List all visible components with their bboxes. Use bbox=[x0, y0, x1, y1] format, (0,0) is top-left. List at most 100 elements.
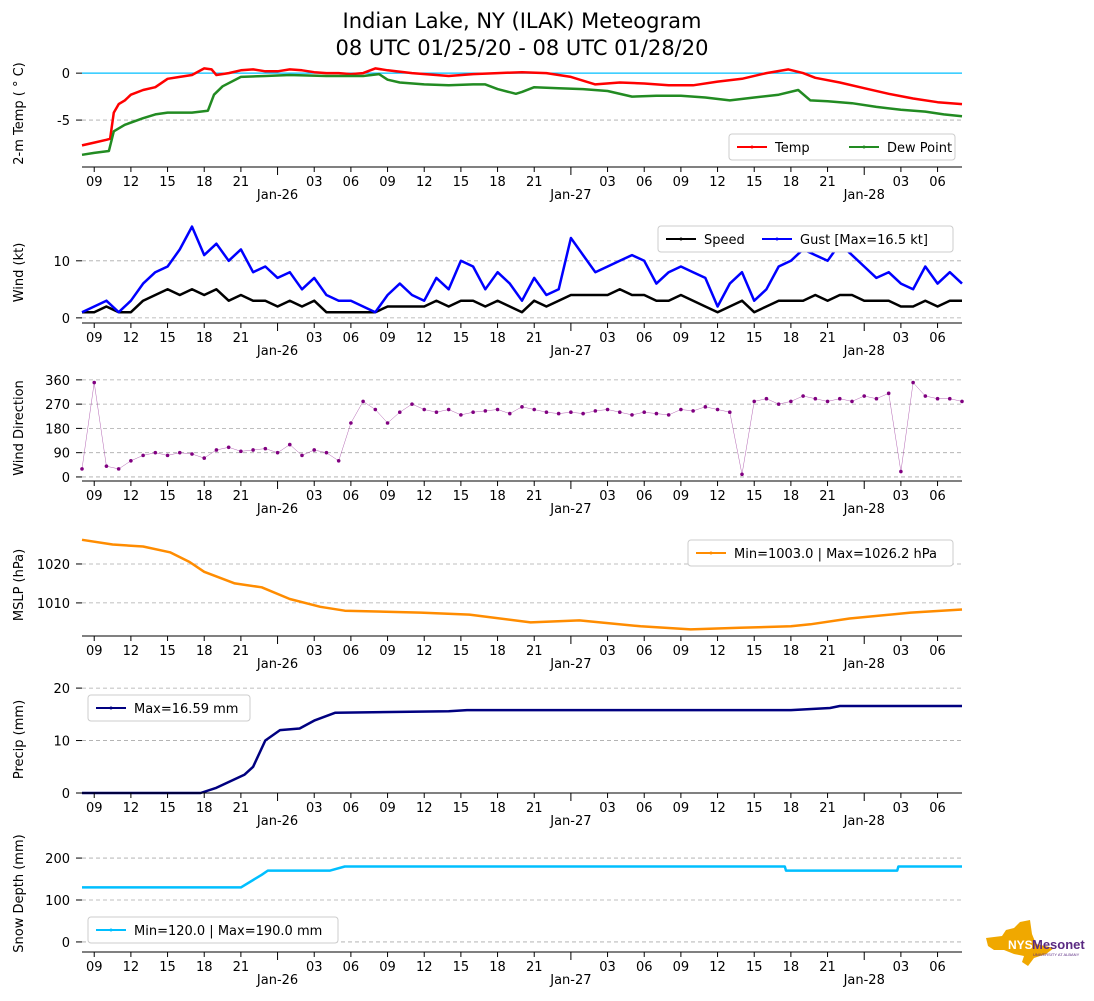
legend-marker bbox=[109, 706, 113, 710]
data-point bbox=[837, 396, 842, 401]
y-axis-label: Precip (mm) bbox=[12, 700, 27, 779]
x-tick-label: 15 bbox=[746, 960, 763, 975]
legend-marker bbox=[679, 237, 683, 241]
chart-title-line1: Indian Lake, NY (ILAK) Meteogram bbox=[343, 9, 702, 33]
x-tick-label: 21 bbox=[819, 801, 836, 816]
data-point bbox=[349, 421, 353, 425]
x-tick-label: 18 bbox=[196, 489, 213, 504]
legend-box bbox=[728, 133, 956, 161]
y-axis-label: Wind Direction bbox=[12, 380, 27, 476]
x-tick-label: 18 bbox=[489, 801, 506, 816]
x-tick-label: 12 bbox=[416, 489, 433, 504]
data-point bbox=[190, 452, 194, 456]
x-tick-label: 21 bbox=[233, 489, 250, 504]
data-point bbox=[385, 421, 390, 425]
data-point bbox=[239, 449, 243, 454]
series-line-min-1003-0-max-1026-2-hpa bbox=[81, 538, 963, 631]
data-point bbox=[459, 413, 463, 417]
y-axis-label: 2-m Temp ( ° C) bbox=[12, 62, 27, 165]
series-line-min-120-0-max-190-0-mm bbox=[82, 865, 962, 889]
x-tick-label: 18 bbox=[196, 331, 213, 346]
x-tick-label: 21 bbox=[526, 960, 543, 975]
x-date-label: Jan-28 bbox=[843, 188, 885, 203]
data-point bbox=[336, 458, 341, 463]
x-tick-label: 21 bbox=[526, 489, 543, 504]
x-tick-label: 18 bbox=[196, 801, 213, 816]
x-tick-label: 09 bbox=[86, 644, 103, 659]
data-point bbox=[935, 396, 940, 401]
x-tick-label: 03 bbox=[599, 960, 616, 975]
legend-marker bbox=[109, 928, 113, 932]
x-tick-label: 06 bbox=[343, 960, 360, 975]
legend-box bbox=[687, 539, 954, 567]
x-tick-label: 15 bbox=[159, 960, 176, 975]
x-tick-label: 03 bbox=[893, 960, 910, 975]
x-tick-label: 15 bbox=[159, 331, 176, 346]
data-point bbox=[605, 407, 610, 412]
x-tick-label: 18 bbox=[783, 489, 800, 504]
data-point bbox=[165, 453, 170, 458]
x-tick-label: 21 bbox=[819, 175, 836, 190]
y-tick-label: 360 bbox=[45, 374, 70, 389]
x-tick-label: 03 bbox=[893, 331, 910, 346]
x-tick-label: 18 bbox=[783, 331, 800, 346]
data-point bbox=[446, 407, 451, 412]
y-tick-label: 200 bbox=[45, 852, 70, 867]
data-point bbox=[825, 399, 830, 404]
x-tick-label: 15 bbox=[159, 489, 176, 504]
data-point bbox=[361, 399, 365, 404]
x-tick-label: 03 bbox=[893, 644, 910, 659]
y-tick-label: -5 bbox=[57, 114, 70, 129]
x-tick-label: 06 bbox=[929, 331, 946, 346]
x-date-label: Jan-26 bbox=[256, 657, 298, 672]
x-tick-label: 12 bbox=[123, 331, 140, 346]
x-tick-label: 12 bbox=[709, 331, 726, 346]
x-tick-label: 12 bbox=[709, 489, 726, 504]
x-tick-label: 03 bbox=[306, 331, 323, 346]
data-point bbox=[483, 409, 488, 413]
data-point bbox=[507, 411, 512, 416]
x-tick-label: 12 bbox=[416, 960, 433, 975]
x-tick-label: 15 bbox=[746, 175, 763, 190]
data-point bbox=[287, 442, 292, 447]
x-date-label: Jan-27 bbox=[549, 814, 591, 829]
data-point bbox=[373, 407, 378, 412]
legend-label: Speed bbox=[704, 233, 745, 248]
x-tick-label: 03 bbox=[893, 801, 910, 816]
x-tick-label: 21 bbox=[819, 960, 836, 975]
data-point bbox=[251, 448, 255, 452]
x-tick-label: 06 bbox=[636, 331, 653, 346]
legend-marker bbox=[775, 237, 779, 241]
x-tick-label: 18 bbox=[489, 175, 506, 190]
x-date-label: Jan-26 bbox=[256, 814, 298, 829]
data-point bbox=[764, 396, 769, 401]
x-tick-label: 09 bbox=[379, 801, 396, 816]
x-tick-label: 09 bbox=[379, 331, 396, 346]
x-tick-label: 12 bbox=[123, 801, 140, 816]
series-line-direction bbox=[81, 382, 963, 475]
x-tick-label: 06 bbox=[636, 175, 653, 190]
x-tick-label: 09 bbox=[86, 960, 103, 975]
panel-3: 1010 1020 MSLP (hPa) 09 12 15 18 21 03 06 09 12 15 18… bbox=[12, 538, 963, 672]
data-point bbox=[226, 445, 231, 450]
x-tick-label: 18 bbox=[489, 489, 506, 504]
data-point bbox=[410, 402, 414, 406]
data-point bbox=[141, 453, 145, 458]
x-tick-label: 06 bbox=[343, 644, 360, 659]
data-point bbox=[789, 399, 793, 404]
legend-marker bbox=[862, 145, 866, 149]
data-point bbox=[177, 450, 182, 455]
data-point bbox=[630, 413, 634, 417]
x-tick-label: 03 bbox=[893, 175, 910, 190]
x-date-label: Jan-28 bbox=[843, 814, 885, 829]
data-point bbox=[202, 456, 207, 460]
x-tick-label: 03 bbox=[599, 801, 616, 816]
x-tick-label: 09 bbox=[86, 489, 103, 504]
x-tick-label: 18 bbox=[783, 175, 800, 190]
x-tick-label: 12 bbox=[123, 175, 140, 190]
x-tick-label: 15 bbox=[453, 331, 470, 346]
x-tick-label: 21 bbox=[526, 331, 543, 346]
x-tick-label: 09 bbox=[86, 801, 103, 816]
series-line-speed bbox=[82, 288, 962, 314]
data-point bbox=[581, 411, 585, 416]
